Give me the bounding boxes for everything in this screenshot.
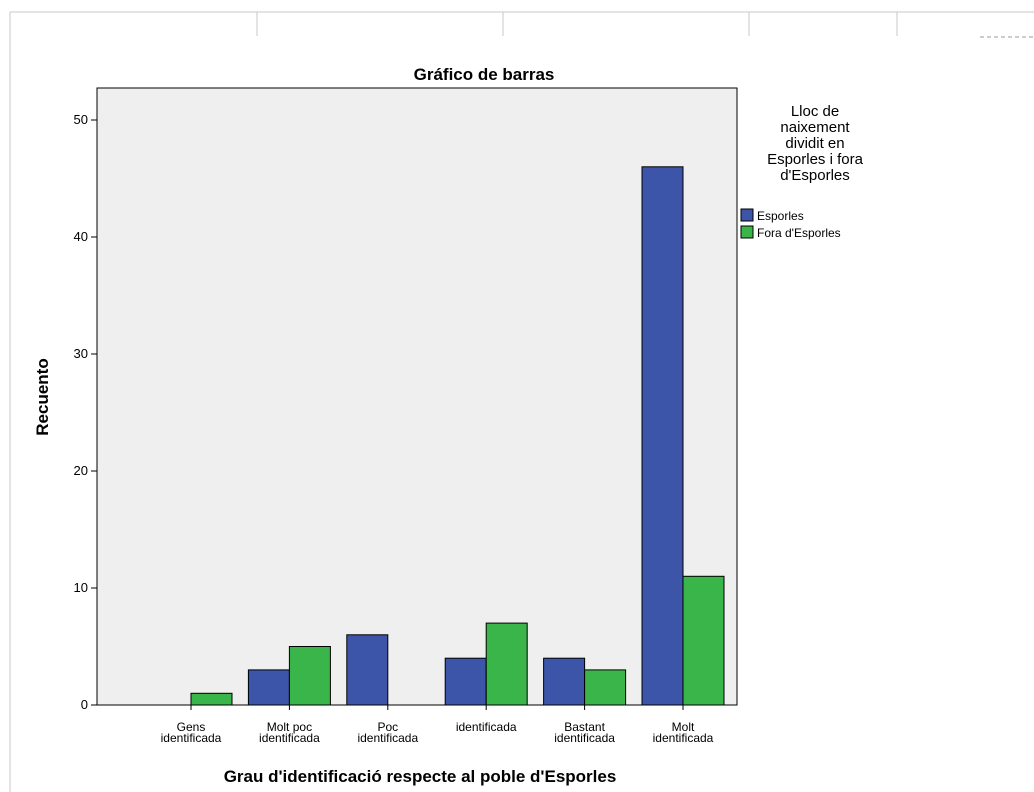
y-tick-label: 20 bbox=[74, 463, 88, 478]
bar-fora-esporles bbox=[485, 622, 528, 706]
x-tick-label: Bastant bbox=[564, 720, 605, 734]
bar-esporles bbox=[444, 657, 487, 706]
bar-fora-esporles bbox=[584, 669, 627, 706]
bar-esporles bbox=[543, 657, 586, 706]
x-axis-title: Grau d'identificació respecte al poble d… bbox=[224, 767, 617, 786]
x-tick-label: identificada bbox=[161, 731, 222, 745]
plot-area bbox=[96, 87, 738, 706]
legend-label: Fora d'Esporles bbox=[757, 226, 841, 240]
x-tick-label: Molt poc bbox=[267, 720, 312, 734]
legend-title: Esporles i fora bbox=[767, 151, 864, 168]
bar-fora-esporles bbox=[288, 646, 331, 706]
y-tick-label: 10 bbox=[74, 580, 88, 595]
chart-title: Gráfico de barras bbox=[414, 65, 555, 84]
viewer-frame bbox=[9, 11, 1034, 792]
bar-esporles bbox=[641, 166, 684, 706]
bar-fora-esporles bbox=[682, 575, 725, 706]
y-tick-label: 30 bbox=[74, 346, 88, 361]
y-tick-label: 0 bbox=[81, 697, 88, 712]
x-tick-label: identificada bbox=[456, 720, 517, 734]
legend-label: Esporles bbox=[757, 209, 804, 223]
legend-title: Lloc de bbox=[791, 103, 839, 120]
x-tick-label: Molt bbox=[672, 720, 695, 734]
bar-fora-esporles bbox=[190, 692, 233, 706]
legend-swatch bbox=[740, 208, 754, 222]
x-tick-label: Gens bbox=[177, 720, 206, 734]
x-tick-label: identificada bbox=[357, 731, 418, 745]
x-tick-label: Poc bbox=[377, 720, 398, 734]
bar-esporles bbox=[247, 669, 290, 706]
x-tick-label: identificada bbox=[259, 731, 320, 745]
y-axis: 0 10 20 30 40 50 bbox=[74, 112, 97, 712]
bars bbox=[190, 166, 725, 706]
legend-title: naixement bbox=[780, 119, 850, 136]
legend-title: d'Esporles bbox=[780, 167, 850, 184]
legend-title: dividit en bbox=[785, 135, 844, 152]
x-tick-label: identificada bbox=[653, 731, 714, 745]
x-tick-label: identificada bbox=[554, 731, 615, 745]
bar-esporles bbox=[346, 634, 389, 706]
y-tick-label: 50 bbox=[74, 112, 88, 127]
legend-swatch bbox=[740, 225, 754, 239]
y-axis-title: Recuento bbox=[33, 358, 52, 435]
y-tick-label: 40 bbox=[74, 229, 88, 244]
